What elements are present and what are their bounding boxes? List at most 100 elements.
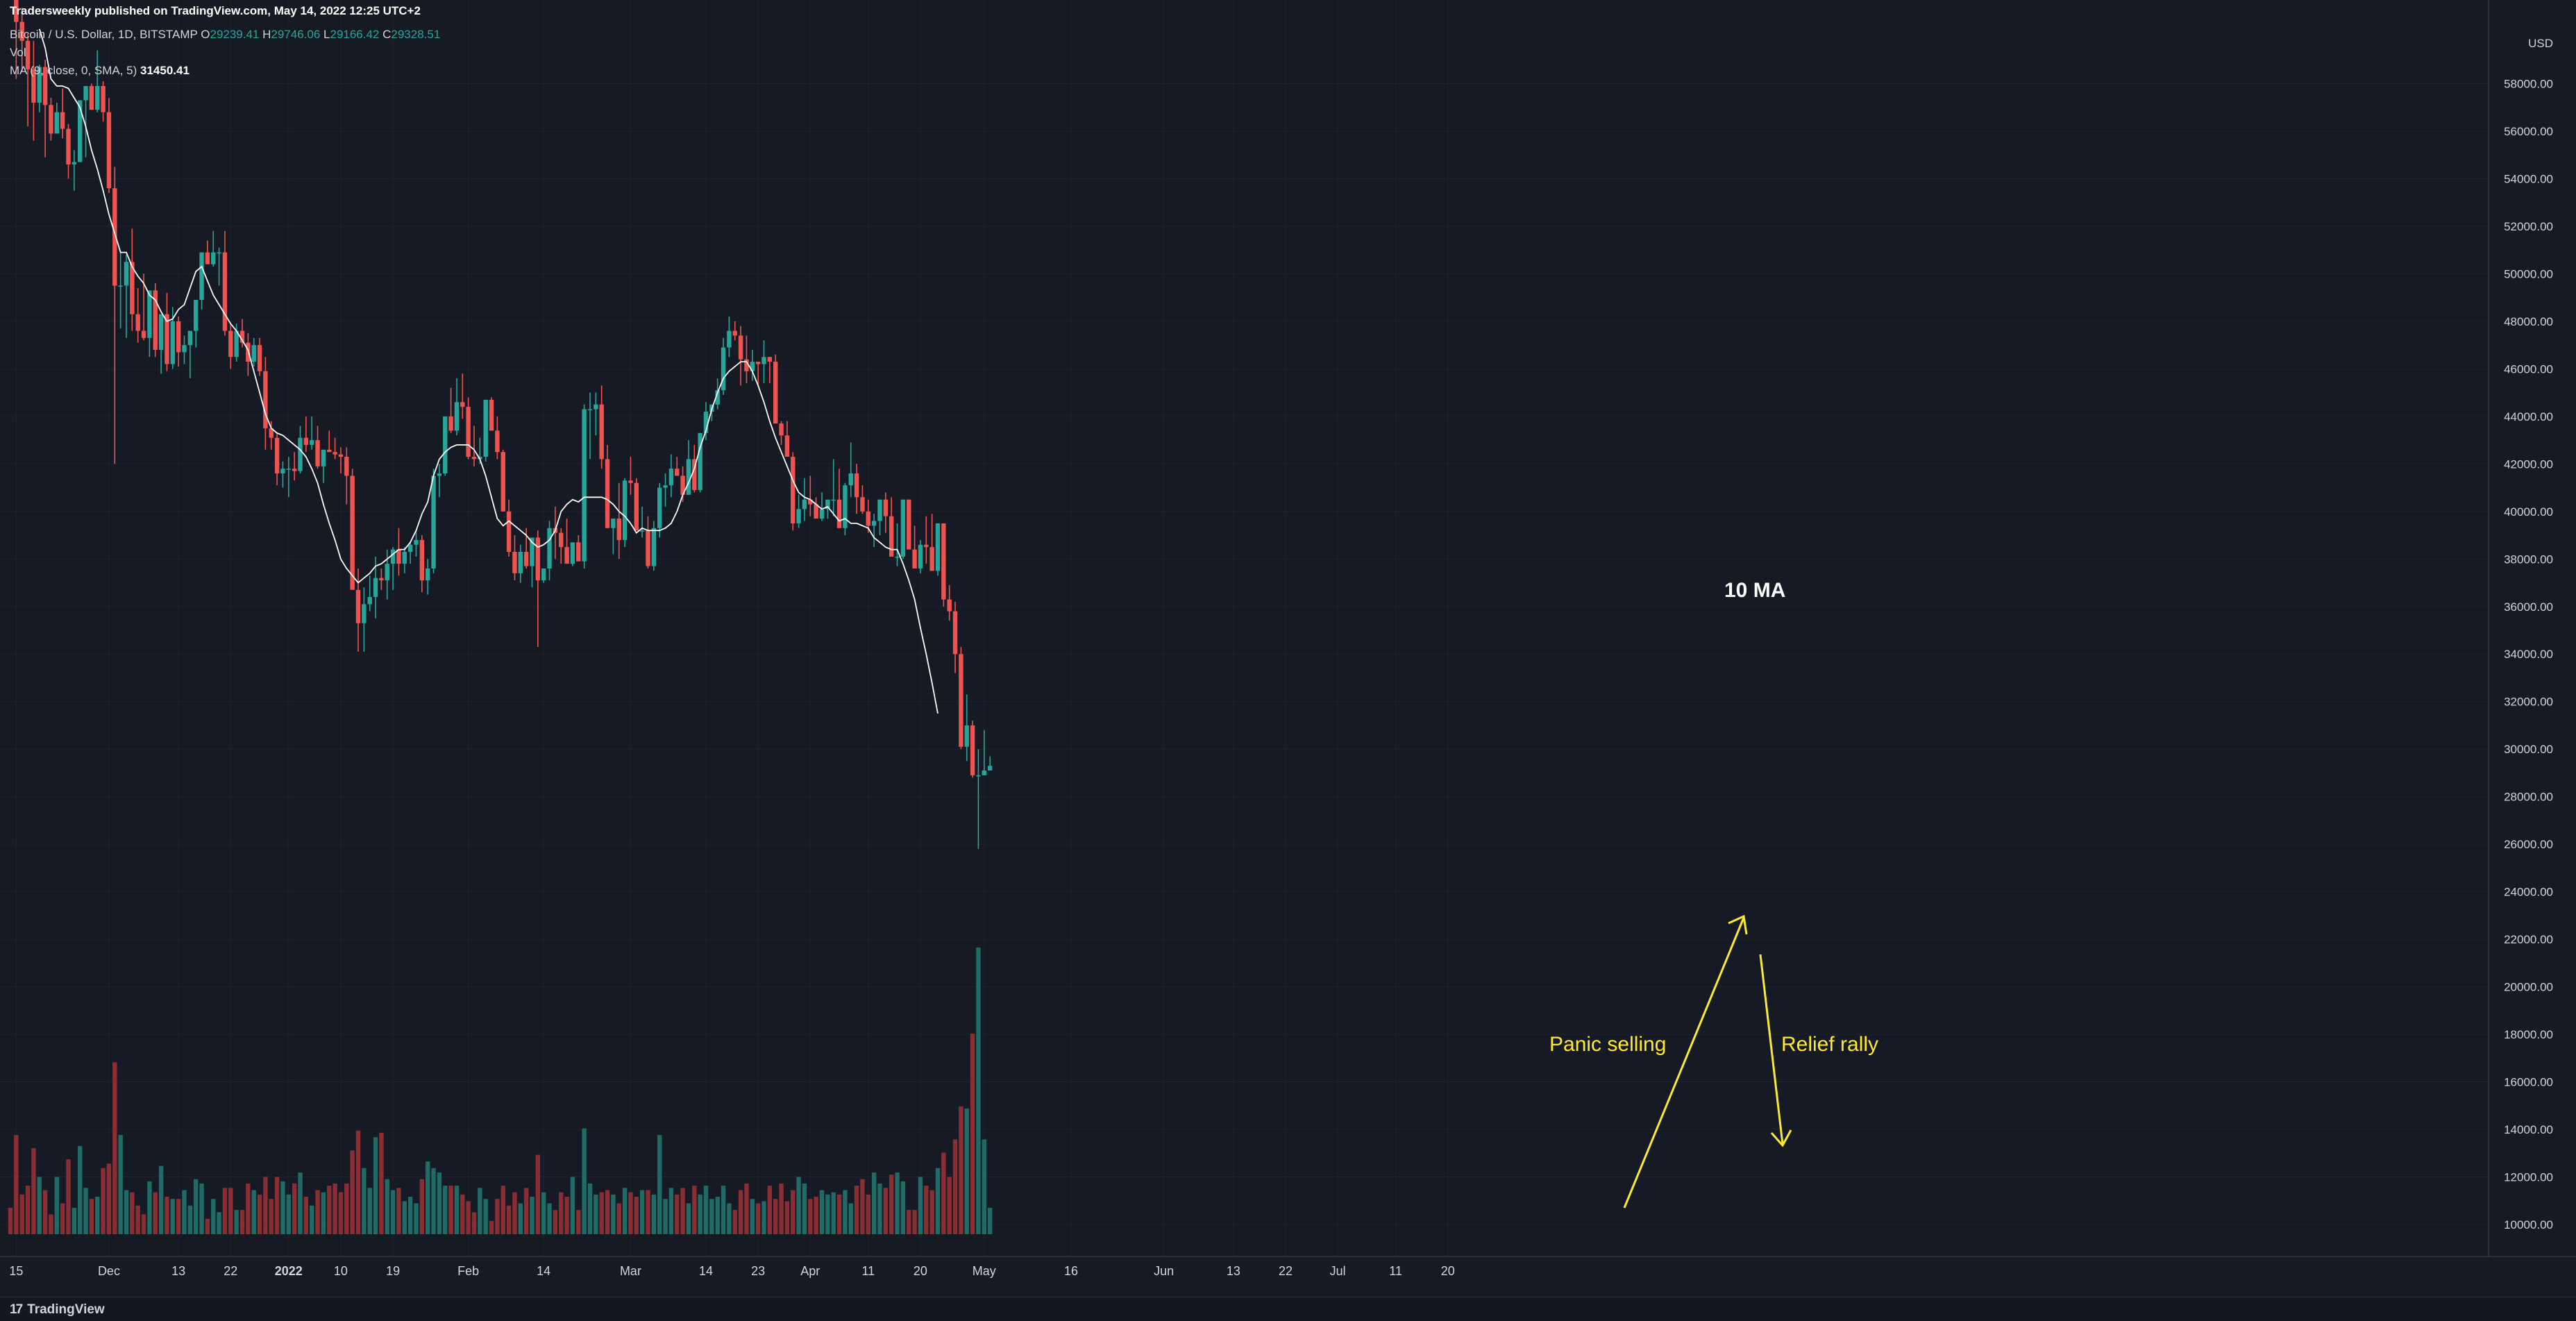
candle-body[interactable]	[784, 435, 790, 457]
candle-body[interactable]	[964, 725, 969, 747]
candle-body[interactable]	[535, 537, 541, 581]
candle-body[interactable]	[836, 499, 842, 528]
candle-body[interactable]	[976, 775, 981, 777]
candle-body[interactable]	[112, 188, 117, 286]
candle-body[interactable]	[269, 428, 273, 438]
candle-body[interactable]	[106, 112, 112, 189]
candle-body[interactable]	[871, 521, 877, 526]
candle-body[interactable]	[576, 542, 581, 562]
candle-body[interactable]	[657, 487, 662, 528]
candle-body[interactable]	[217, 252, 221, 254]
candle-body[interactable]	[280, 469, 285, 474]
candle-body[interactable]	[89, 85, 94, 110]
candle-body[interactable]	[866, 511, 870, 526]
volume-legend[interactable]: Vol	[10, 46, 26, 59]
candle-body[interactable]	[373, 578, 378, 598]
candle-body[interactable]	[639, 530, 645, 532]
candle-body[interactable]	[831, 499, 836, 501]
candle-body[interactable]	[390, 549, 396, 564]
candle-body[interactable]	[744, 359, 749, 371]
candle-body[interactable]	[895, 556, 900, 558]
candle-body[interactable]	[165, 314, 169, 364]
candle-body[interactable]	[466, 407, 471, 457]
candle-body[interactable]	[176, 321, 181, 353]
candle-body[interactable]	[211, 252, 216, 264]
candle-body[interactable]	[315, 440, 320, 466]
candle-body[interactable]	[327, 449, 332, 453]
candle-body[interactable]	[791, 457, 795, 523]
candle-body[interactable]	[698, 432, 702, 490]
candle-body[interactable]	[124, 262, 129, 286]
candle-body[interactable]	[228, 330, 233, 357]
candle-body[interactable]	[437, 473, 442, 476]
candle-body[interactable]	[987, 766, 993, 771]
candle-body[interactable]	[362, 604, 367, 623]
candle-body[interactable]	[257, 345, 262, 371]
candle-body[interactable]	[935, 523, 941, 571]
candle-body[interactable]	[396, 549, 401, 564]
candle-body[interactable]	[118, 285, 123, 287]
candle-body[interactable]	[819, 509, 825, 519]
candle-body[interactable]	[239, 330, 245, 343]
candle-body[interactable]	[703, 411, 709, 433]
candle-body[interactable]	[495, 430, 500, 453]
symbol-legend[interactable]: Bitcoin / U.S. Dollar, 1D, BITSTAMP O292…	[10, 28, 440, 42]
candle-body[interactable]	[889, 516, 894, 557]
candle-body[interactable]	[779, 423, 784, 436]
candle-body[interactable]	[454, 402, 460, 431]
candle-body[interactable]	[802, 499, 807, 510]
candle-body[interactable]	[663, 485, 668, 488]
candle-body[interactable]	[959, 654, 963, 747]
candle-body[interactable]	[367, 597, 372, 605]
candle-body[interactable]	[523, 552, 529, 566]
candle-body[interactable]	[883, 499, 889, 516]
candle-body[interactable]	[512, 552, 517, 573]
candle-body[interactable]	[251, 345, 256, 362]
candle-body[interactable]	[796, 509, 801, 523]
candle-body[interactable]	[385, 564, 389, 581]
candle-body[interactable]	[616, 519, 621, 540]
candle-body[interactable]	[471, 457, 477, 460]
candle-body[interactable]	[141, 330, 146, 338]
candle-body[interactable]	[952, 611, 958, 655]
candle-body[interactable]	[564, 547, 569, 564]
candle-body[interactable]	[234, 330, 239, 357]
candle-body[interactable]	[483, 399, 488, 457]
candle-body[interactable]	[929, 547, 934, 571]
candle-body[interactable]	[668, 469, 674, 486]
candle-body[interactable]	[808, 499, 813, 505]
candle-body[interactable]	[738, 335, 743, 360]
candle-body[interactable]	[101, 85, 106, 112]
candle-body[interactable]	[66, 128, 71, 165]
candle-body[interactable]	[194, 300, 199, 331]
candle-body[interactable]	[622, 480, 628, 540]
candle-body[interactable]	[54, 112, 59, 134]
candle-body[interactable]	[419, 539, 425, 581]
candle-body[interactable]	[298, 437, 303, 471]
candle-body[interactable]	[900, 499, 906, 557]
candle-body[interactable]	[407, 544, 413, 553]
candle-body[interactable]	[147, 290, 152, 338]
candle-body[interactable]	[773, 362, 778, 424]
candle-body[interactable]	[680, 476, 685, 495]
candle-body[interactable]	[912, 549, 917, 569]
candle-body[interactable]	[506, 511, 512, 553]
candle-body[interactable]	[443, 416, 448, 474]
candle-body[interactable]	[431, 476, 436, 569]
candle-body[interactable]	[843, 485, 848, 528]
candle-body[interactable]	[303, 437, 309, 445]
candle-body[interactable]	[19, 22, 24, 41]
candle-body[interactable]	[860, 497, 865, 512]
candle-body[interactable]	[628, 480, 633, 483]
candle-body[interactable]	[222, 252, 228, 331]
candle-body[interactable]	[559, 532, 564, 548]
candle-body[interactable]	[686, 459, 691, 495]
candle-body[interactable]	[205, 252, 210, 264]
candle-body[interactable]	[402, 552, 407, 564]
candle-body[interactable]	[907, 499, 911, 550]
candle-body[interactable]	[518, 552, 523, 573]
candle-body[interactable]	[634, 482, 639, 531]
candle-body[interactable]	[158, 314, 164, 350]
candle-body[interactable]	[170, 321, 175, 364]
